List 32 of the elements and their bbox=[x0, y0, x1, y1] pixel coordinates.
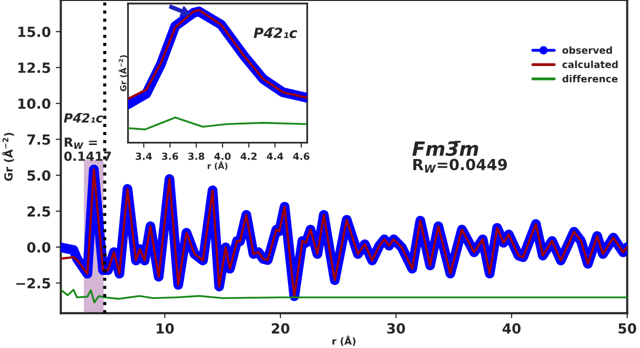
y-tick-label: 15.0 bbox=[18, 26, 50, 38]
x-tick-label: 4.2 bbox=[240, 152, 257, 160]
y-tick-label: 10.0 bbox=[18, 98, 50, 109]
annotation: P4̄2₁c bbox=[64, 112, 103, 123]
x-tick-label: 4.4 bbox=[266, 152, 284, 160]
y-tick-label: 7.5 bbox=[27, 134, 50, 145]
y-tick-label: 0.0 bbox=[27, 242, 50, 253]
x-tick-label: 20 bbox=[272, 323, 290, 334]
annotation: R$_{W}$=0.0449 bbox=[413, 158, 507, 173]
y-axis-title: Gr (Å$^{−2}$) bbox=[2, 132, 14, 181]
y-tick-label: 12.5 bbox=[18, 62, 50, 73]
x-tick-label: 50 bbox=[618, 323, 636, 334]
annotation: R$_{W}$ = 0.1417 bbox=[64, 138, 111, 161]
y-tick-label: 2.5 bbox=[28, 206, 50, 217]
x-tick-label: 30 bbox=[387, 323, 406, 334]
legend-label: calculated bbox=[562, 60, 618, 68]
x-tick-label: 40 bbox=[502, 323, 521, 334]
y-tick-label: −2.5 bbox=[16, 278, 50, 289]
annotation: P4̄2₁c bbox=[254, 27, 298, 38]
y-tick-label: 5.0 bbox=[28, 170, 50, 181]
x-tick-label: 3.8 bbox=[188, 152, 204, 160]
annotation: Fm3̄m bbox=[412, 140, 478, 156]
legend-label: observed bbox=[562, 46, 612, 54]
x-tick-label: 3.6 bbox=[162, 152, 178, 160]
x-tick-label: 4.6 bbox=[293, 152, 310, 160]
x-tick-label: 3.4 bbox=[136, 152, 152, 160]
x-tick-label: 4.0 bbox=[214, 152, 231, 160]
y-axis-title: Gr (Å$^{−2}$) bbox=[118, 55, 128, 92]
x-axis-title: r (Å) bbox=[208, 161, 228, 170]
x-axis-title: r (Å) bbox=[332, 336, 356, 346]
x-tick-label: 10 bbox=[156, 323, 174, 334]
legend-label: difference bbox=[562, 74, 618, 82]
